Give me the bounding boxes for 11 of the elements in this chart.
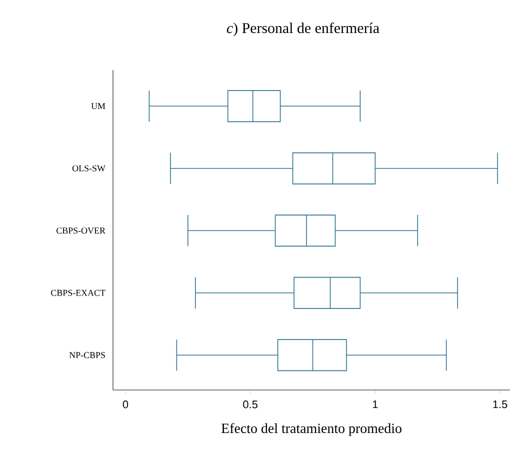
y-tick-label: NP-CBPS bbox=[69, 352, 105, 358]
x-tick-label: 0 bbox=[122, 400, 128, 408]
y-tick-label: CBPS-EXACT bbox=[51, 290, 106, 296]
y-tick-label: CBPS-OVER bbox=[56, 228, 106, 234]
y-tick-label: OLS-SW bbox=[72, 165, 106, 172]
chart-title: c) Personal de enfermería bbox=[226, 22, 380, 36]
x-tick-label: 1 bbox=[372, 400, 378, 408]
y-tick-label: UM bbox=[91, 103, 106, 110]
x-tick-label: 1.5 bbox=[493, 400, 508, 408]
x-tick-label: 0.5 bbox=[243, 400, 258, 408]
x-axis-title: Efecto del tratamiento promedio bbox=[221, 423, 402, 436]
